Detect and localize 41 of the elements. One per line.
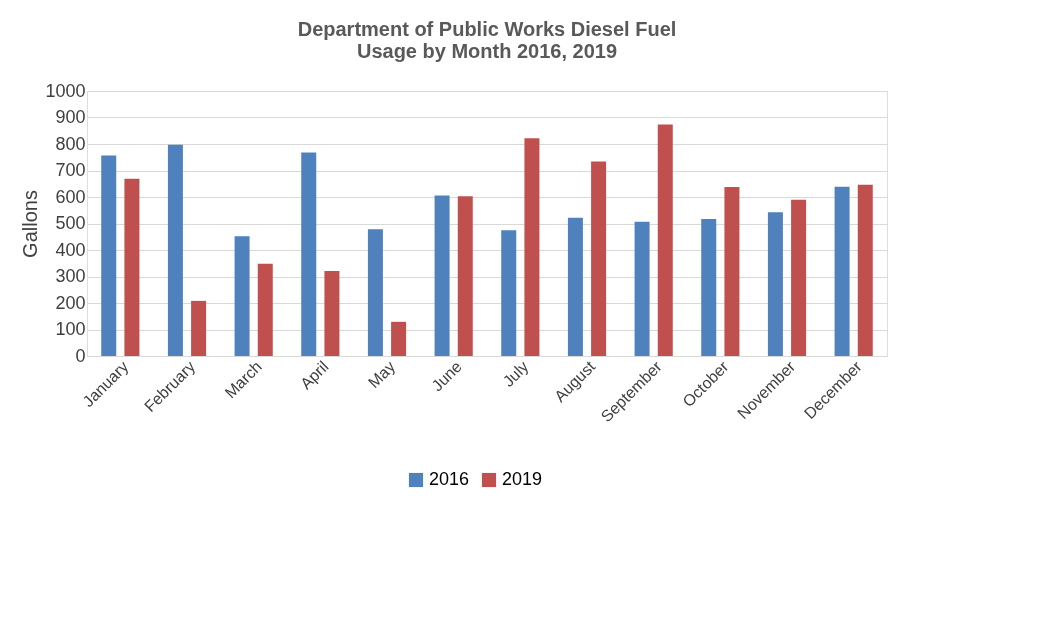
bar <box>191 300 207 356</box>
y-axis-title: Gallons <box>19 190 42 258</box>
chart-title: Department of Public Works Diesel Fuel Usage by Month 2016, 2019 <box>297 18 677 62</box>
y-tick-label: 0 <box>75 345 86 366</box>
x-tick-label: July <box>499 357 532 390</box>
y-tick-label: 1000 <box>45 80 86 101</box>
bar <box>501 230 517 356</box>
bar <box>834 186 850 356</box>
bar <box>367 229 383 356</box>
bar <box>767 212 783 356</box>
bar <box>567 217 583 356</box>
bar <box>101 155 117 356</box>
y-tick-label: 500 <box>55 213 86 233</box>
bar <box>301 152 317 356</box>
bar <box>257 263 273 356</box>
bar <box>634 221 650 356</box>
bar <box>524 138 540 356</box>
bar <box>657 124 673 356</box>
bar <box>591 161 607 356</box>
y-tick-label: 300 <box>55 266 86 286</box>
y-tick-label: 200 <box>55 292 86 313</box>
bar <box>791 199 807 356</box>
y-tick-label: 400 <box>55 239 86 260</box>
bar <box>124 178 140 356</box>
bar <box>701 219 717 356</box>
legend-label: 2016 <box>429 469 470 489</box>
y-tick-label: 700 <box>55 160 86 180</box>
x-tick-label: May <box>364 357 399 392</box>
bar <box>391 321 407 356</box>
bar <box>724 186 740 356</box>
y-tick-label: 800 <box>55 133 86 154</box>
y-tick-label: 900 <box>55 107 86 127</box>
bar <box>457 196 473 356</box>
y-tick-label: 600 <box>55 186 86 207</box>
bar <box>234 236 250 356</box>
bar <box>857 184 873 356</box>
bar <box>434 195 450 356</box>
y-tick-label: 100 <box>55 319 86 339</box>
legend-label: 2019 <box>502 469 543 489</box>
bar <box>167 144 183 356</box>
bar <box>324 270 340 356</box>
